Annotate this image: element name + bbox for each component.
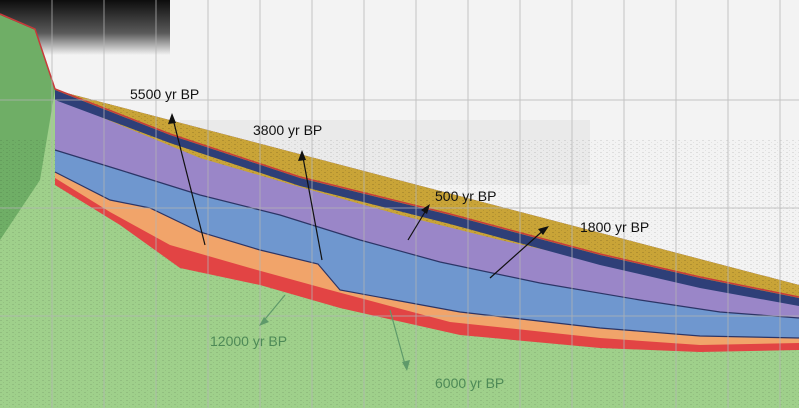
arrow-6000 — [389, 309, 407, 369]
arrow-6000-head — [402, 360, 410, 371]
arrow-3800 — [301, 151, 323, 261]
arrow-5500 — [171, 114, 206, 246]
label-age-5500: 5500 yr BP — [130, 86, 199, 102]
label-age-1800: 1800 yr BP — [580, 219, 649, 235]
label-age-6000: 6000 yr BP — [435, 375, 504, 391]
layer-navy-top — [55, 90, 799, 306]
layer-gold-texture — [55, 90, 799, 300]
arrow-1800 — [489, 227, 547, 279]
label-age-12000: 12000 yr BP — [210, 333, 287, 349]
label-age-3800: 3800 yr BP — [253, 122, 322, 138]
arrow-5500-head — [168, 113, 176, 124]
seafloor-red-line — [0, 13, 799, 298]
arrow-12000-head — [259, 317, 269, 326]
arrow-3800-head — [298, 150, 306, 161]
label-age-500: 500 yr BP — [435, 188, 496, 204]
boundary-blue-top — [54, 171, 799, 339]
arrow-500-head — [421, 204, 430, 214]
arrow-500 — [407, 206, 429, 241]
arrow-1800-head — [538, 226, 549, 235]
boundary-violet-top — [54, 149, 799, 319]
age-arrows — [168, 113, 549, 371]
